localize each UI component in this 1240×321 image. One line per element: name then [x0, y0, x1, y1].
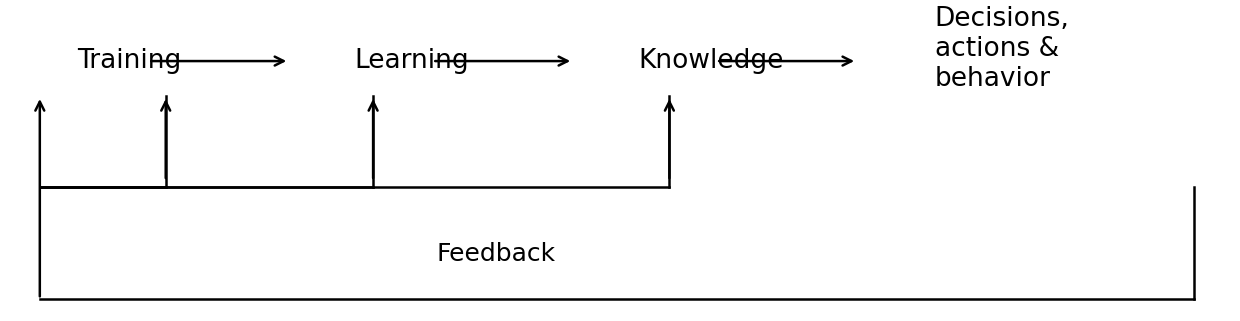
- Text: Training: Training: [77, 48, 181, 74]
- Text: Decisions,
actions &
behavior: Decisions, actions & behavior: [935, 6, 1070, 92]
- Text: Learning: Learning: [355, 48, 469, 74]
- Text: Knowledge: Knowledge: [639, 48, 784, 74]
- Text: Feedback: Feedback: [436, 242, 556, 266]
